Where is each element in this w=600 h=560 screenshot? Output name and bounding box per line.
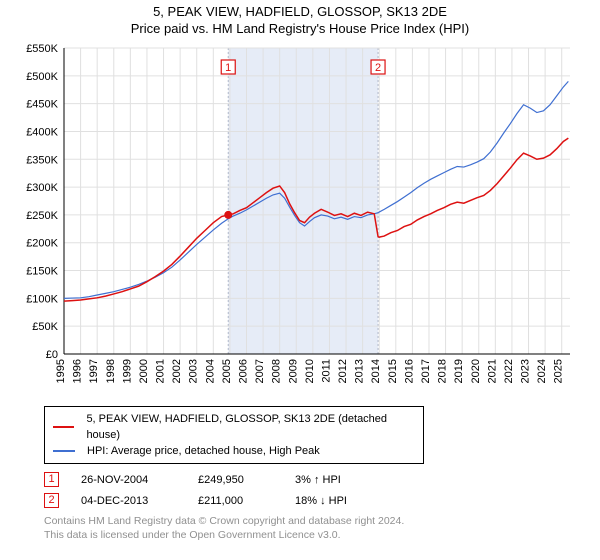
- svg-text:2022: 2022: [503, 359, 515, 383]
- svg-text:2003: 2003: [188, 359, 200, 383]
- svg-text:2014: 2014: [370, 359, 382, 383]
- title-block: 5, PEAK VIEW, HADFIELD, GLOSSOP, SK13 2D…: [0, 0, 600, 38]
- svg-text:£300K: £300K: [26, 182, 58, 194]
- footer-line2: This data is licensed under the Open Gov…: [44, 528, 600, 542]
- svg-text:1997: 1997: [88, 359, 100, 383]
- svg-text:2017: 2017: [420, 359, 432, 383]
- sale-delta: 3% ↑ HPI: [295, 474, 341, 486]
- svg-text:1: 1: [225, 62, 231, 74]
- svg-text:2015: 2015: [387, 359, 399, 383]
- footer-attribution: Contains HM Land Registry data © Crown c…: [44, 514, 600, 542]
- sale-price: £211,000: [198, 495, 273, 507]
- footer-line1: Contains HM Land Registry data © Crown c…: [44, 514, 600, 528]
- chart-container: 5, PEAK VIEW, HADFIELD, GLOSSOP, SK13 2D…: [0, 0, 600, 560]
- legend-item-property: 5, PEAK VIEW, HADFIELD, GLOSSOP, SK13 2D…: [53, 411, 415, 443]
- svg-text:2016: 2016: [403, 359, 415, 383]
- title-address: 5, PEAK VIEW, HADFIELD, GLOSSOP, SK13 2D…: [0, 4, 600, 19]
- legend-label-property: 5, PEAK VIEW, HADFIELD, GLOSSOP, SK13 2D…: [86, 411, 415, 443]
- svg-text:1995: 1995: [55, 359, 67, 383]
- legend: 5, PEAK VIEW, HADFIELD, GLOSSOP, SK13 2D…: [44, 406, 424, 464]
- svg-text:£200K: £200K: [26, 238, 58, 250]
- svg-text:£50K: £50K: [32, 321, 58, 333]
- svg-text:2013: 2013: [354, 359, 366, 383]
- svg-text:2006: 2006: [237, 359, 249, 383]
- sale-marker-2: 2: [44, 493, 59, 508]
- legend-swatch-blue: [53, 450, 75, 452]
- sale-row: 2 04-DEC-2013 £211,000 18% ↓ HPI: [44, 493, 600, 508]
- svg-text:2021: 2021: [486, 359, 498, 383]
- sale-date: 04-DEC-2013: [81, 495, 176, 507]
- svg-text:£500K: £500K: [26, 71, 58, 83]
- svg-text:1996: 1996: [72, 359, 84, 383]
- svg-text:1998: 1998: [105, 359, 117, 383]
- svg-text:2008: 2008: [271, 359, 283, 383]
- svg-text:£550K: £550K: [26, 43, 58, 55]
- svg-text:£450K: £450K: [26, 99, 58, 111]
- svg-text:£150K: £150K: [26, 266, 58, 278]
- svg-text:2004: 2004: [204, 359, 216, 383]
- svg-text:2023: 2023: [520, 359, 532, 383]
- legend-item-hpi: HPI: Average price, detached house, High…: [53, 443, 415, 459]
- title-subtitle: Price paid vs. HM Land Registry's House …: [0, 21, 600, 36]
- svg-text:2002: 2002: [171, 359, 183, 383]
- svg-text:2024: 2024: [536, 359, 548, 383]
- svg-text:2025: 2025: [553, 359, 565, 383]
- svg-text:2011: 2011: [320, 359, 332, 383]
- line-chart-svg: £0£50K£100K£150K£200K£250K£300K£350K£400…: [20, 38, 580, 398]
- legend-label-hpi: HPI: Average price, detached house, High…: [87, 443, 320, 459]
- svg-text:1999: 1999: [121, 359, 133, 383]
- svg-text:£400K: £400K: [26, 126, 58, 138]
- svg-text:2018: 2018: [437, 359, 449, 383]
- sale-marker-1: 1: [44, 472, 59, 487]
- sale-price: £249,950: [198, 474, 273, 486]
- svg-text:2: 2: [375, 62, 381, 74]
- sale-date: 26-NOV-2004: [81, 474, 176, 486]
- legend-swatch-red: [53, 426, 74, 428]
- svg-text:2020: 2020: [470, 359, 482, 383]
- svg-text:2000: 2000: [138, 359, 150, 383]
- svg-text:2019: 2019: [453, 359, 465, 383]
- svg-text:£250K: £250K: [26, 210, 58, 222]
- svg-text:2010: 2010: [304, 359, 316, 383]
- svg-text:2001: 2001: [155, 359, 167, 383]
- svg-text:2005: 2005: [221, 359, 233, 383]
- svg-text:2009: 2009: [287, 359, 299, 383]
- chart-plot-area: £0£50K£100K£150K£200K£250K£300K£350K£400…: [20, 38, 580, 398]
- sales-table: 1 26-NOV-2004 £249,950 3% ↑ HPI 2 04-DEC…: [44, 472, 600, 508]
- sale-delta: 18% ↓ HPI: [295, 495, 347, 507]
- svg-text:£100K: £100K: [26, 293, 58, 305]
- sale-row: 1 26-NOV-2004 £249,950 3% ↑ HPI: [44, 472, 600, 487]
- svg-text:£350K: £350K: [26, 154, 58, 166]
- svg-text:2012: 2012: [337, 359, 349, 383]
- svg-text:2007: 2007: [254, 359, 266, 383]
